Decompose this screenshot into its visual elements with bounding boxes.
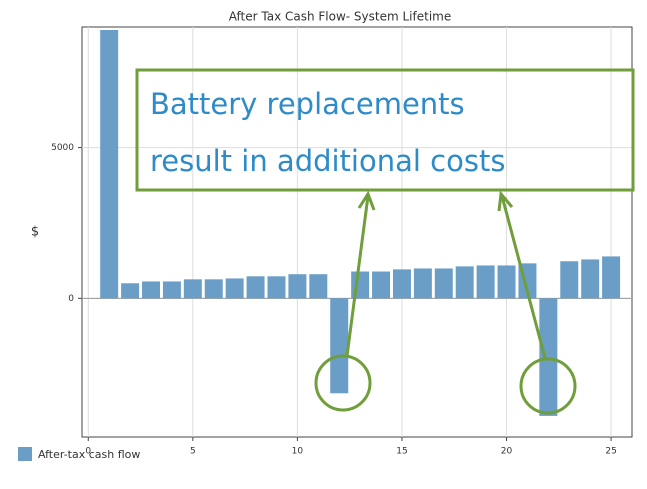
bar [560,261,579,299]
bar [204,279,223,299]
bar [476,265,495,299]
bar [142,281,161,299]
annotation-box [135,68,635,192]
bar [413,268,432,299]
plot: 0 5 10 15 20 25 0 5000 [51,26,633,457]
bar [372,271,391,299]
x-tick-label: 25 [605,447,616,457]
bar [455,266,474,299]
bar [309,274,328,299]
bar [183,279,202,299]
x-tick-label: 10 [292,447,304,457]
arrow-head [497,190,514,212]
x-tick-label: 0 [85,447,91,457]
arrow [345,195,370,357]
bar [246,276,265,299]
bar [100,30,119,299]
annotation-line: Battery replacements [150,87,465,121]
bar [539,298,558,416]
bar [581,259,600,299]
bar [162,281,181,299]
x-tick-label: 15 [396,447,407,457]
y-axis-label: $ [31,225,39,240]
bar [392,269,411,299]
bar [602,256,621,299]
highlight-circle [519,357,577,415]
x-tick-label: 20 [501,447,513,457]
bar [288,274,307,299]
bar [434,268,453,299]
highlight-circle [314,354,372,412]
chart-title: After Tax Cash Flow- System Lifetime [229,10,452,24]
legend-swatch [18,447,32,461]
annotation-line: result in additional costs [150,144,505,178]
bar [121,283,140,299]
y-tick-label: 0 [68,294,74,304]
y-tick-label: 5000 [51,143,74,153]
arrow-head [357,190,376,211]
bar [330,298,349,394]
annotation-layer: Battery replacements result in additiona… [135,68,635,415]
bar [267,276,286,299]
x-tick-label: 5 [190,447,196,457]
bar [497,265,516,299]
bar [225,278,244,299]
legend-label: After-tax cash flow [38,448,140,461]
arrow [500,195,547,359]
